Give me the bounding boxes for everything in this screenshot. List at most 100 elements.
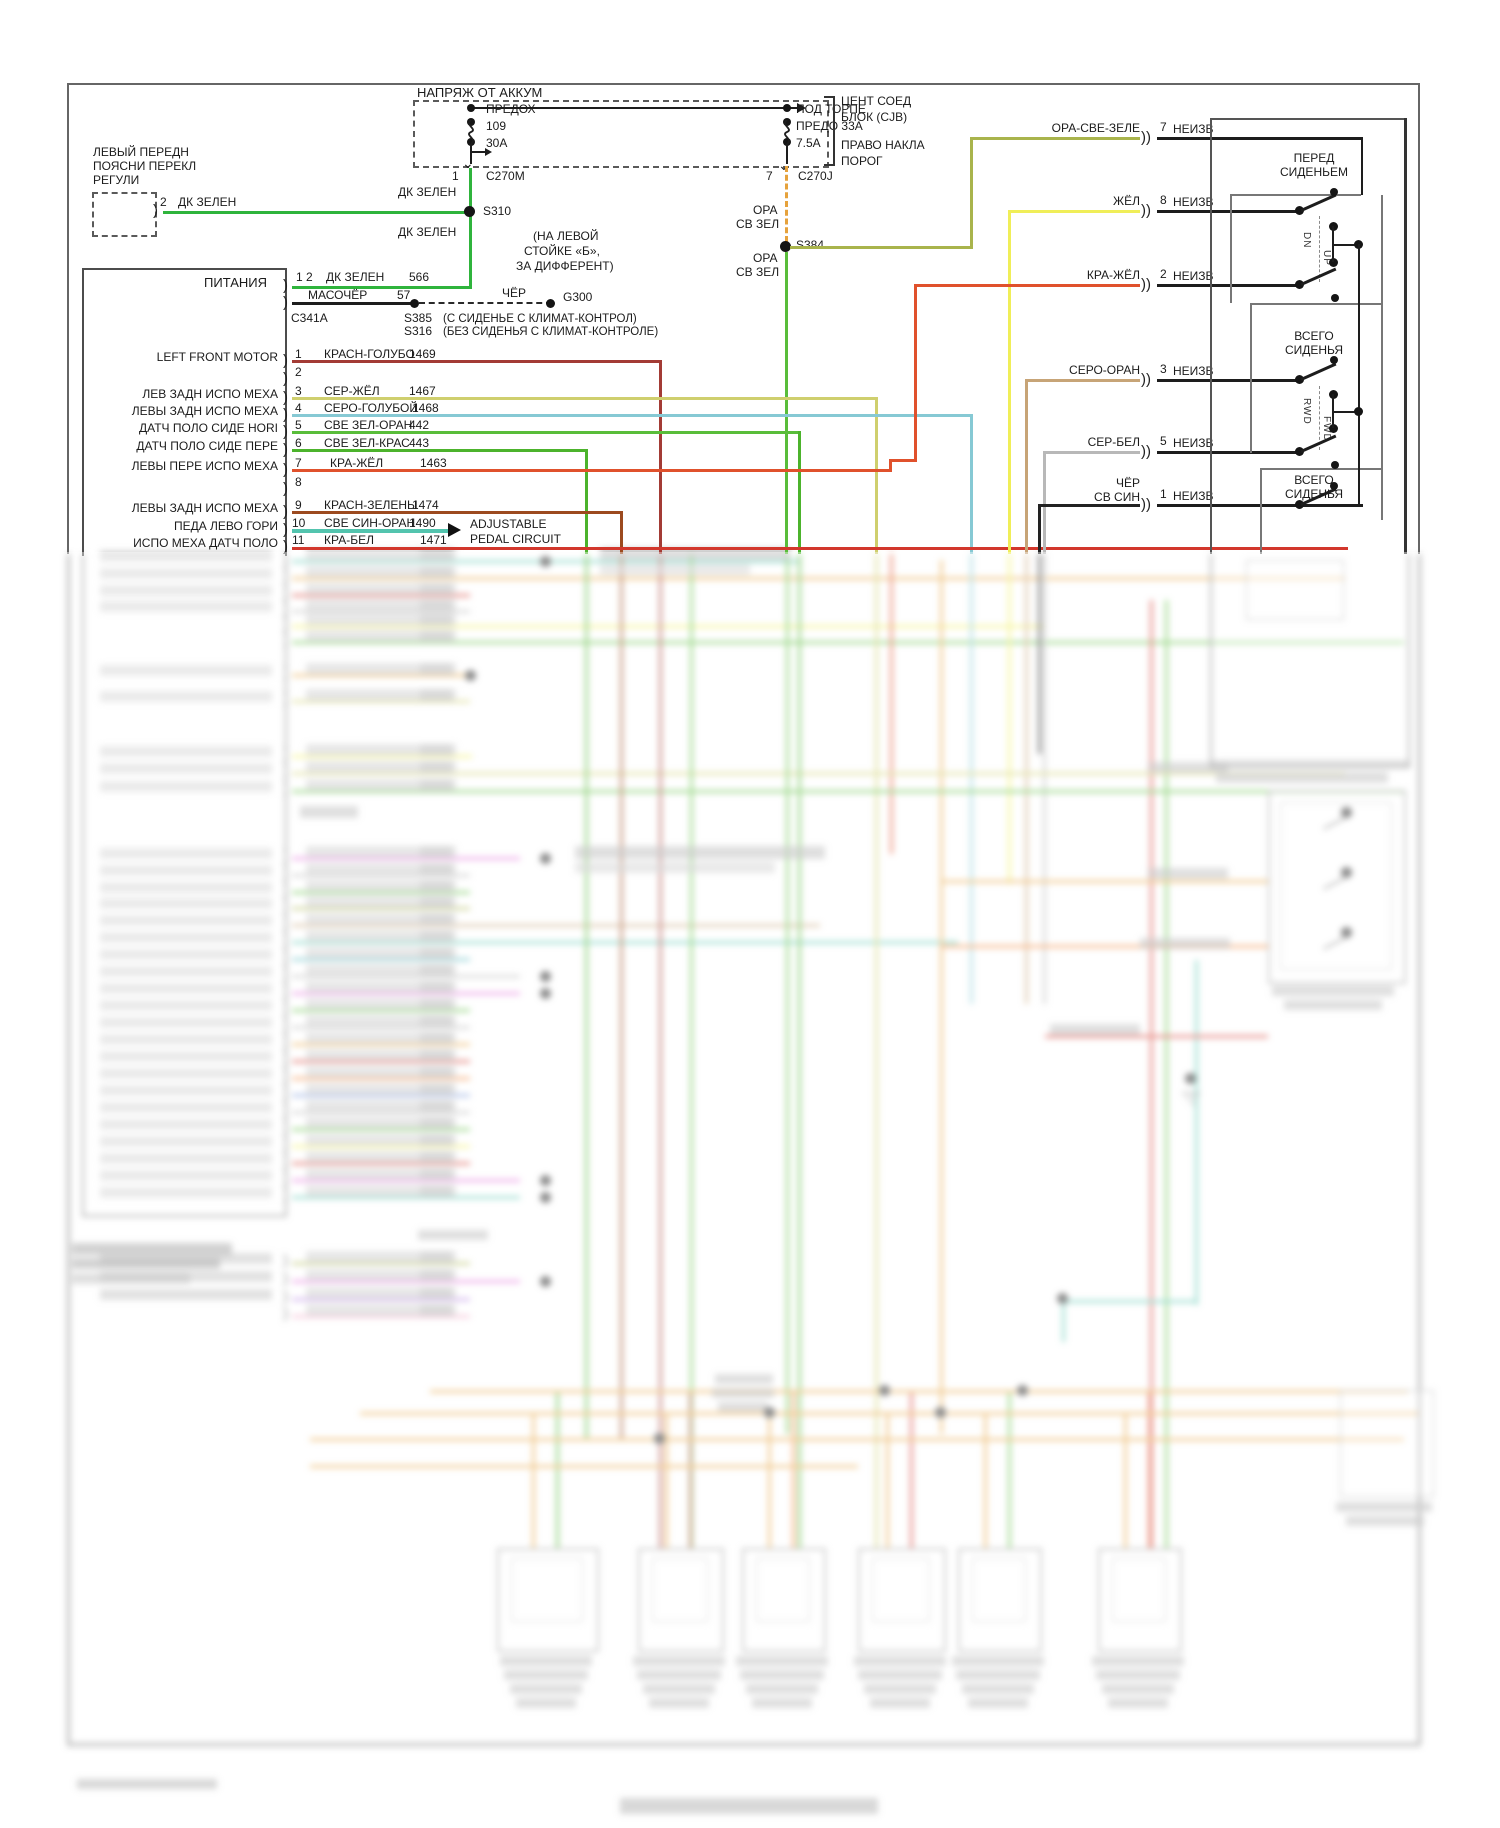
blur-code-bar <box>420 913 456 925</box>
blur-text-bar <box>736 1656 828 1666</box>
pedal-arrowhead <box>448 523 461 537</box>
blur-text-bar <box>1050 1024 1140 1035</box>
left-switch-label3: РЕГУЛИ <box>93 173 140 187</box>
blur-dot <box>540 1175 551 1186</box>
blur-text-bar <box>1210 760 1408 766</box>
blur-horizontal-wire <box>690 790 1268 793</box>
blur-text-bar <box>620 1798 878 1814</box>
row3-drop <box>875 397 878 554</box>
row11-pin: 11 <box>292 533 305 547</box>
row1-pin: 1 <box>295 347 302 361</box>
row2-bracket: ) <box>283 370 288 387</box>
blur-wire-row <box>292 610 470 613</box>
seat-pin5-bracket: )) <box>1141 443 1151 460</box>
blur-text-bar <box>649 1698 709 1708</box>
cjb-bracket-bot <box>824 164 834 166</box>
blur-wirename-bar <box>306 1100 452 1112</box>
blur-text-bar <box>1272 986 1394 996</box>
wire-label-dkgreen-b: ДК ЗЕЛЕН <box>398 225 457 239</box>
blur-horizontal-wire <box>310 1465 858 1468</box>
page-border-left <box>67 83 69 554</box>
blur-bracket: ) <box>283 1288 288 1305</box>
blur-code-bar <box>420 663 456 675</box>
sw-divider1 <box>1319 216 1320 282</box>
blur-vertical-wire <box>910 1390 913 1548</box>
wire-grey-h <box>1043 451 1140 454</box>
blur-text-bar <box>1148 762 1228 773</box>
blur-wire-row <box>292 1009 470 1012</box>
blur-wirename-bar <box>306 1251 452 1263</box>
blur-wirename-bar <box>306 549 452 561</box>
pedal-note2: PEDAL CIRCUIT <box>470 532 561 546</box>
blur-text-bar <box>968 1698 1028 1708</box>
blur-horizontal-wire <box>430 1390 1408 1393</box>
blur-wire-row <box>292 594 470 597</box>
seat-pin3-bracket: )) <box>1141 371 1151 388</box>
blur-wirename-bar <box>306 779 452 791</box>
seatbox-top <box>1210 118 1406 120</box>
blur-vertical-wire <box>886 1412 889 1548</box>
fuse2-exit-chevron: ⌄ <box>778 157 790 173</box>
row4-wire: СЕРО-ГОЛУБОЙ <box>324 401 418 415</box>
seatbox-left <box>1210 118 1212 554</box>
row9-drop <box>620 511 623 554</box>
row6-wire: СВЕ ЗЕЛ-КРАС <box>324 436 410 450</box>
blur-text-bar <box>952 1656 1044 1666</box>
blur-vertical-wire <box>585 554 588 1438</box>
gnd-line <box>292 302 415 305</box>
g300-note3: ЗА ДИФФЕРЕНТ) <box>516 259 614 273</box>
blur-wire-row <box>292 1280 520 1283</box>
blur-vertical-wire <box>984 1412 987 1548</box>
splice-s310-dot <box>464 206 475 217</box>
blur-bracket: ) <box>283 1270 288 1287</box>
blur-text-bar <box>1346 1516 1424 1526</box>
seat-pin8-status: НЕИЗВ <box>1173 195 1214 209</box>
blur-wirename-bar <box>306 1066 452 1078</box>
row3-wire: СЕР-ЖЁЛ <box>324 384 380 398</box>
blur-vertical-wire <box>1008 554 1011 884</box>
blur-wirename-bar <box>306 1287 452 1299</box>
row4-pin: 4 <box>295 401 302 415</box>
seat-total-title1: ВСЕГО <box>1294 329 1334 343</box>
seat-pin7-line <box>1157 137 1363 140</box>
blur-label-bar <box>100 585 272 596</box>
wire-tan-vert <box>1025 379 1028 554</box>
blur-code-bar <box>420 1134 456 1146</box>
blur-wire-row <box>292 641 1404 644</box>
blur-wirename-bar <box>306 947 452 959</box>
row9-pin: 9 <box>295 498 302 512</box>
blur-code-bar <box>420 1049 456 1061</box>
blur-wirename-bar <box>306 1168 452 1180</box>
blur-label-bar <box>100 1119 272 1130</box>
blur-wire-row <box>292 1060 470 1063</box>
blur-label-bar <box>100 1136 272 1147</box>
blur-wirename-bar <box>306 930 452 942</box>
seat-pin5-label: СЕР-БЕЛ <box>1087 435 1140 449</box>
blur-label-bar <box>100 1000 272 1011</box>
blur-text-bar <box>870 1698 930 1708</box>
blur-code-bar <box>420 1100 456 1112</box>
fuse1-exit-chevron: ⌄ <box>462 155 474 171</box>
sw4-junction <box>1295 447 1304 456</box>
seat-pin7-status: НЕИЗВ <box>1173 122 1214 136</box>
ora-label1b: СВ ЗЕЛ <box>736 217 780 231</box>
blur-wire-row <box>292 1179 520 1182</box>
blur-vertical-wire <box>1025 554 1028 1004</box>
blur-text-bar <box>1186 1098 1197 1100</box>
fuse1-connector: C270M <box>486 169 525 183</box>
colB-tap <box>1333 411 1359 413</box>
row11-code: 1471 <box>420 533 447 547</box>
seatbox-inner-right <box>1381 195 1383 520</box>
blur-code-bar <box>420 549 456 561</box>
blur-dot <box>1341 867 1352 878</box>
blur-wirename-bar <box>306 1269 452 1281</box>
seat-pin2-line <box>1157 284 1301 287</box>
colA-dot2 <box>1329 258 1338 267</box>
seat-pin7-num: 7 <box>1160 120 1167 134</box>
blur-text-bar <box>418 1230 488 1240</box>
seat-pin8-bracket: )) <box>1141 202 1151 219</box>
blur-code-bar <box>420 981 456 993</box>
sw4-contact <box>1331 461 1339 469</box>
row7-pin: 7 <box>295 456 302 470</box>
seat-pin1-num: 1 <box>1160 487 1167 501</box>
